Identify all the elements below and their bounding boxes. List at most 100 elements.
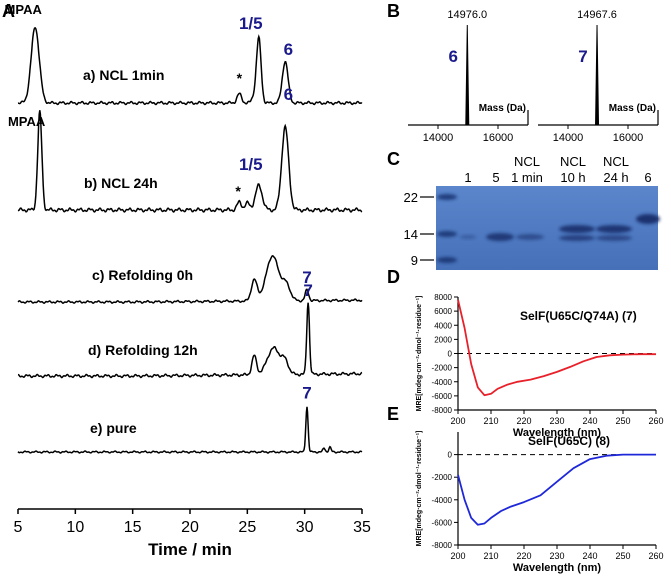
panel-b-mass-peak: [595, 24, 600, 126]
cd-y-tick-label: -2000: [432, 364, 453, 373]
panel-b-compound-label: 7: [578, 47, 587, 66]
panel-a-trace-label: b) NCL 24h: [84, 175, 158, 191]
gel-protein-band: [596, 235, 632, 241]
cd-x-tick-label: 210: [483, 416, 498, 426]
cd-x-tick-label: 240: [582, 416, 597, 426]
cd-y-tick-label: 0: [448, 451, 453, 460]
panel-a-trace-label: d) Refolding 12h: [88, 342, 198, 358]
panel-a-x-tick-label: 25: [238, 519, 256, 536]
gel-marker-label: 22: [404, 190, 418, 205]
panel-a-trace-line: [17, 406, 363, 454]
panel-b-mass-label: 14976.0: [447, 9, 487, 21]
gel-marker-label: 14: [404, 227, 418, 242]
cd-y-axis-label: MRE[mdeg·cm⁻²·dmol⁻¹·residue⁻¹]: [416, 431, 423, 547]
panel-a-x-tick-label: 30: [296, 519, 314, 536]
panel-b-mass-label: 14967.6: [577, 9, 617, 21]
cd-spectrum-line: [457, 299, 656, 397]
panel-b-mass-spectra: 14000 16000 14976.0 6 Mass (Da) 14000 16000 149…: [408, 9, 659, 144]
panel-b-x-axis-label: Mass (Da): [479, 103, 526, 114]
panel-a-peak-annotation: 6: [284, 85, 293, 104]
cd-x-tick-label: 260: [648, 416, 663, 426]
panel-b-x-tick-label: 14000: [553, 132, 584, 144]
cd-y-tick-label: -8000: [432, 541, 453, 550]
cd-y-tick-label: 0: [448, 350, 453, 359]
panel-a-x-ticks: 5 10 15 20 25 30 35: [14, 509, 371, 536]
panel-a-peak-annotation: *: [235, 183, 241, 199]
panel-label-d: D: [387, 267, 400, 287]
cd-y-tick-label: 8000: [434, 293, 452, 302]
cd-x-tick-label: 220: [516, 416, 531, 426]
cd-y-tick-label: -2000: [432, 473, 453, 482]
cd-y-tick-label: 6000: [434, 307, 452, 316]
panel-b-x-tick-label: 14000: [423, 132, 454, 144]
gel-lane-label: 5: [492, 170, 499, 185]
panel-label-b: B: [387, 1, 400, 21]
panel-e-cd-spectrum: 200 210 220 230 240 250 260 0 -2000 -4000 -6000 -80…: [416, 431, 664, 574]
gel-marker-band: [437, 194, 457, 200]
panel-a-peak-annotation: 7: [303, 281, 312, 300]
cd-y-axis-label: MRE[mdeg·cm⁻²·dmol⁻¹·residue⁻¹]: [416, 296, 423, 412]
cd-x-tick-label: 250: [615, 416, 630, 426]
gel-lane-label: 24 h: [603, 170, 628, 185]
panel-a-trace-label: a) NCL 1min: [83, 67, 164, 83]
cd-x-tick-label: 260: [648, 551, 663, 561]
panel-d-cd-spectrum: 200 210 220 230 240 250 260 8000 6000 4000 2000 0 -2…: [416, 293, 664, 439]
panel-label-e: E: [387, 404, 399, 424]
gel-lane-label: 1: [464, 170, 471, 185]
cd-series-label: SelF(U65C) (8): [528, 434, 610, 448]
panel-a-peak-annotation: 7: [302, 268, 311, 287]
cd-y-tick-label: 2000: [434, 335, 452, 344]
panel-a-x-tick-label: 35: [353, 519, 371, 536]
panel-a-trace-line: [17, 110, 363, 213]
cd-x-axis-label: Wavelength (nm): [513, 562, 602, 574]
gel-protein-band: [559, 235, 595, 241]
panel-a-traces: a) NCL 1min MPAA 1/5 6 * b) NCL 24h MPAA 1/5 6 * c…: [5, 2, 363, 454]
cd-x-tick-label: 240: [582, 551, 597, 561]
panel-b-x-tick-label: 16000: [483, 132, 514, 144]
panel-a-trace-label: c) Refolding 0h: [92, 267, 193, 283]
panel-b-mass-peak: [465, 24, 470, 126]
panel-label-a: A: [2, 1, 15, 21]
panel-a-peak-annotation: MPAA: [8, 114, 46, 129]
cd-y-tick-label: -8000: [432, 406, 453, 415]
cd-x-tick-label: 200: [450, 551, 465, 561]
panel-a-trace-label: e) pure: [90, 420, 137, 436]
panel-b-x-tick-label: 16000: [613, 132, 644, 144]
cd-x-tick-label: 220: [516, 551, 531, 561]
gel-protein-band: [486, 233, 514, 241]
cd-y-tick-label: 4000: [434, 321, 452, 330]
gel-lane-label: 6: [644, 170, 651, 185]
cd-x-tick-label: 230: [549, 551, 564, 561]
gel-marker-band: [437, 231, 457, 237]
panel-a-trace-line: [17, 27, 363, 106]
panel-a-x-tick-label: 15: [124, 519, 142, 536]
cd-x-axis-label: Wavelength (nm): [513, 427, 602, 439]
panel-a-peak-annotation: MPAA: [5, 2, 43, 17]
panel-a-x-tick-label: 10: [66, 519, 84, 536]
cd-x-tick-label: 250: [615, 551, 630, 561]
panel-a-peak-annotation: 6: [284, 40, 293, 59]
cd-spectrum-line: [457, 453, 656, 526]
gel-lane-label: NCL: [603, 154, 629, 169]
panel-a-x-tick-label: 5: [14, 519, 23, 536]
gel-protein-band: [460, 235, 476, 239]
panel-a-peak-annotation: *: [237, 70, 243, 86]
panel-a-peak-annotation: 7: [302, 383, 311, 402]
cd-x-tick-label: 210: [483, 551, 498, 561]
cd-series-label: SelF(U65C/Q74A) (7): [520, 309, 637, 323]
gel-protein-band: [559, 225, 595, 233]
panel-a-x-axis-label: Time / min: [148, 540, 232, 559]
gel-protein-band: [516, 234, 544, 240]
gel-marker-band: [437, 257, 457, 263]
cd-y-tick-label: -6000: [432, 392, 453, 401]
panel-a-peak-annotation: 1/5: [239, 155, 263, 174]
gel-marker-label: 9: [411, 253, 418, 268]
panel-b-x-axis-label: Mass (Da): [609, 103, 656, 114]
gel-lane-label: 1 min: [511, 170, 543, 185]
panel-a-trace-line: [17, 302, 363, 379]
panel-b-compound-label: 6: [449, 47, 458, 66]
gel-lane-label: NCL: [560, 154, 586, 169]
